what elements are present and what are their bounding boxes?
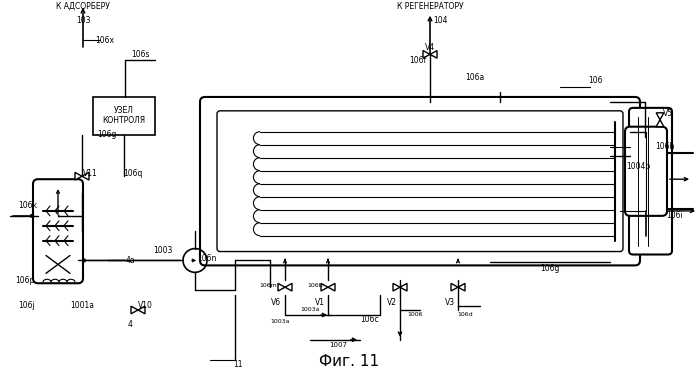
Text: V10: V10	[138, 301, 152, 309]
Polygon shape	[423, 50, 430, 58]
Text: 106n: 106n	[198, 254, 216, 263]
Text: Фиг. 11: Фиг. 11	[319, 354, 379, 369]
Text: К РЕГЕНЕРАТОРУ: К РЕГЕНЕРАТОРУ	[396, 2, 463, 11]
Text: V2: V2	[387, 298, 397, 306]
Polygon shape	[393, 283, 400, 291]
Text: УЗЕЛ
КОНТРОЛЯ: УЗЕЛ КОНТРОЛЯ	[103, 106, 146, 125]
Polygon shape	[278, 283, 285, 291]
FancyBboxPatch shape	[629, 108, 672, 255]
FancyBboxPatch shape	[217, 111, 623, 252]
Polygon shape	[75, 173, 82, 180]
Polygon shape	[400, 283, 407, 291]
Text: 106j: 106j	[18, 301, 35, 309]
Text: 106g: 106g	[97, 130, 117, 139]
FancyBboxPatch shape	[33, 179, 83, 283]
Text: V5: V5	[663, 109, 673, 118]
Text: 1003a: 1003a	[300, 308, 320, 312]
FancyBboxPatch shape	[625, 127, 667, 216]
Polygon shape	[656, 113, 664, 120]
Text: 4a: 4a	[125, 256, 135, 265]
Text: 104: 104	[433, 16, 447, 25]
FancyBboxPatch shape	[93, 97, 155, 135]
Text: 1006: 1006	[407, 312, 423, 318]
Polygon shape	[82, 173, 89, 180]
Text: 1001a: 1001a	[70, 301, 94, 309]
Text: 106h: 106h	[655, 142, 675, 151]
Text: К АДСОРБЕРУ: К АДСОРБЕРУ	[56, 2, 110, 11]
Text: V4: V4	[425, 43, 435, 52]
Text: 4: 4	[128, 320, 133, 329]
Text: 106i: 106i	[667, 211, 683, 220]
Text: 106f: 106f	[409, 56, 426, 65]
Text: 1003: 1003	[154, 246, 172, 255]
Polygon shape	[656, 120, 664, 127]
Text: 11: 11	[233, 360, 243, 369]
Polygon shape	[328, 283, 335, 291]
Text: 106a: 106a	[466, 73, 484, 82]
Text: V1: V1	[315, 298, 325, 306]
Text: 106k: 106k	[18, 201, 37, 210]
Polygon shape	[138, 306, 145, 314]
Text: 1003a: 1003a	[270, 319, 290, 324]
FancyBboxPatch shape	[200, 97, 640, 265]
Text: 106g: 106g	[540, 264, 560, 273]
Text: 106s: 106s	[131, 50, 149, 59]
Text: V11: V11	[82, 169, 98, 178]
Text: 1004b: 1004b	[626, 162, 650, 171]
Text: V3: V3	[445, 298, 455, 306]
Polygon shape	[451, 283, 458, 291]
Text: 106q: 106q	[124, 169, 142, 178]
Text: 106m: 106m	[259, 283, 277, 288]
Text: 106c: 106c	[361, 315, 379, 324]
Polygon shape	[430, 50, 437, 58]
Text: 106b: 106b	[307, 283, 322, 288]
Polygon shape	[285, 283, 292, 291]
Polygon shape	[458, 283, 465, 291]
Text: 106: 106	[588, 76, 602, 85]
Text: 1007: 1007	[329, 342, 347, 348]
Text: V6: V6	[271, 298, 281, 306]
Polygon shape	[131, 306, 138, 314]
Text: 103: 103	[76, 16, 90, 25]
Polygon shape	[321, 283, 328, 291]
Text: 106d: 106d	[457, 312, 473, 318]
Text: 106x: 106x	[95, 36, 114, 45]
Text: 106p: 106p	[15, 276, 35, 285]
